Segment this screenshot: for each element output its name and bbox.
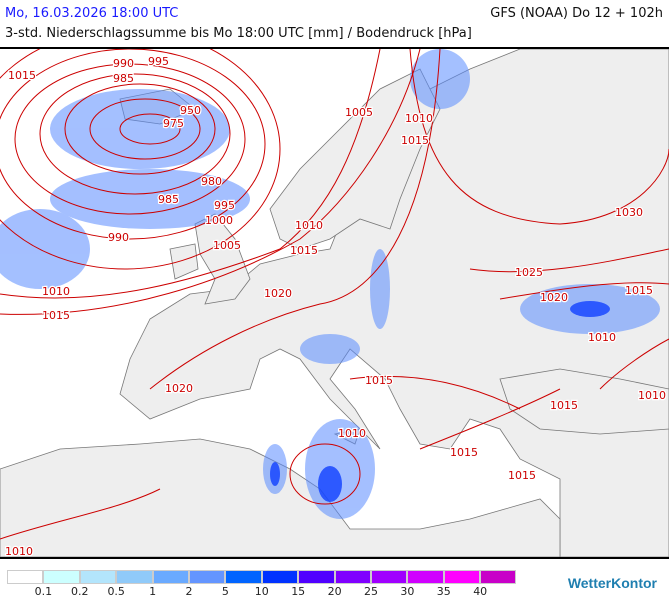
isobar-label: 1015	[508, 469, 536, 482]
isobar-label: 1010	[405, 112, 433, 125]
isobar-label: 995	[214, 199, 235, 212]
isobar-label: 1015	[290, 244, 318, 257]
precip-core	[318, 466, 342, 502]
isobar-label: 1015	[550, 399, 578, 412]
isobar-label: 1005	[213, 239, 241, 252]
weather-map: 1015 990 985 995 950 975 980 985 995 1000 1005 990 1…	[0, 28, 669, 560]
legend-swatch	[188, 570, 226, 584]
legend-swatch	[298, 570, 335, 584]
wetterkontor-logo: WetterKontor	[567, 575, 657, 591]
isobar-label: 1010	[42, 285, 70, 298]
isobar-label: 1015	[365, 374, 393, 387]
land-uk	[194, 213, 251, 305]
isobar-label: 1020	[264, 287, 292, 300]
isobar-label: 1010	[295, 219, 323, 232]
isobar-label: 1010	[338, 427, 366, 440]
legend-swatch	[480, 570, 517, 584]
legend-swatch	[334, 570, 371, 584]
legend-tick: 20	[327, 585, 342, 598]
isobar-label: 990	[108, 231, 129, 244]
land-scandinavia	[269, 68, 441, 250]
legend-tick: 0.5	[107, 585, 125, 598]
legend-swatch	[407, 570, 444, 584]
forecast-date: Mo, 16.03.2026 18:00 UTC	[5, 6, 179, 21]
land-ireland	[169, 243, 199, 280]
isobar-label: 1010	[588, 331, 616, 344]
land-turkey	[499, 368, 669, 435]
isobar-label: 980	[201, 175, 222, 188]
legend-tick: 0.2	[71, 585, 89, 598]
legend-tick: 40	[473, 585, 488, 598]
legend-swatch	[261, 570, 299, 584]
legend-tick: 2	[185, 585, 193, 598]
isobar-label: 1015	[8, 69, 36, 82]
isobar-label: 1015	[401, 134, 429, 147]
precip-area	[50, 89, 230, 169]
isobar-label: 985	[113, 72, 134, 85]
legend-swatch	[443, 570, 481, 584]
precip-area	[370, 249, 390, 329]
legend-tick: 0.1	[34, 585, 53, 598]
legend-tick: 10	[254, 585, 269, 598]
legend-swatch	[7, 570, 44, 584]
model-run: GFS (NOAA) Do 12 + 102h	[490, 6, 663, 21]
precip-legend	[7, 570, 517, 584]
precipitation	[0, 49, 660, 519]
legend-tick: 5	[221, 585, 229, 598]
map-subtitle: 3-std. Niederschlagssumme bis Mo 18:00 U…	[5, 26, 472, 41]
isobar-label: 975	[163, 117, 184, 130]
isobar-label: 1030	[615, 206, 643, 219]
precip-core	[270, 462, 280, 486]
land-africa	[0, 438, 561, 558]
isobars	[0, 28, 669, 540]
legend-swatch	[43, 570, 80, 584]
precip-area	[50, 169, 250, 229]
legend-swatch	[79, 570, 117, 584]
legend-tick: 25	[364, 585, 378, 598]
isobar-label: 1000	[205, 214, 233, 227]
precip-area	[410, 49, 470, 109]
isobar-label: 1010	[638, 389, 666, 402]
legend-tick: 1	[149, 585, 157, 598]
isobar-label: 985	[158, 193, 179, 206]
isobar-label: 1020	[540, 291, 568, 304]
precip-core	[570, 301, 610, 317]
legend-tick: 15	[291, 585, 306, 598]
legend-tick: 30	[400, 585, 415, 598]
legend-swatch	[152, 570, 189, 584]
legend-swatch	[116, 570, 153, 584]
isobar-label: 995	[148, 55, 169, 68]
isobar-label: 1025	[515, 266, 543, 279]
precip-area	[0, 209, 90, 289]
isobar-label: 950	[180, 104, 201, 117]
isobar-label: 990	[113, 57, 134, 70]
isobar-label: 1005	[345, 106, 373, 119]
isobar-label: 1015	[625, 284, 653, 297]
isobar-label: 1020	[165, 382, 193, 395]
isobar-label: 1015	[42, 309, 70, 322]
isobar-label: 1015	[450, 446, 478, 459]
precip-area	[300, 334, 360, 364]
legend-tick: 35	[436, 585, 451, 598]
legend-swatch	[370, 570, 408, 584]
legend-swatch	[225, 570, 262, 584]
isobar-label: 1010	[5, 545, 33, 557]
